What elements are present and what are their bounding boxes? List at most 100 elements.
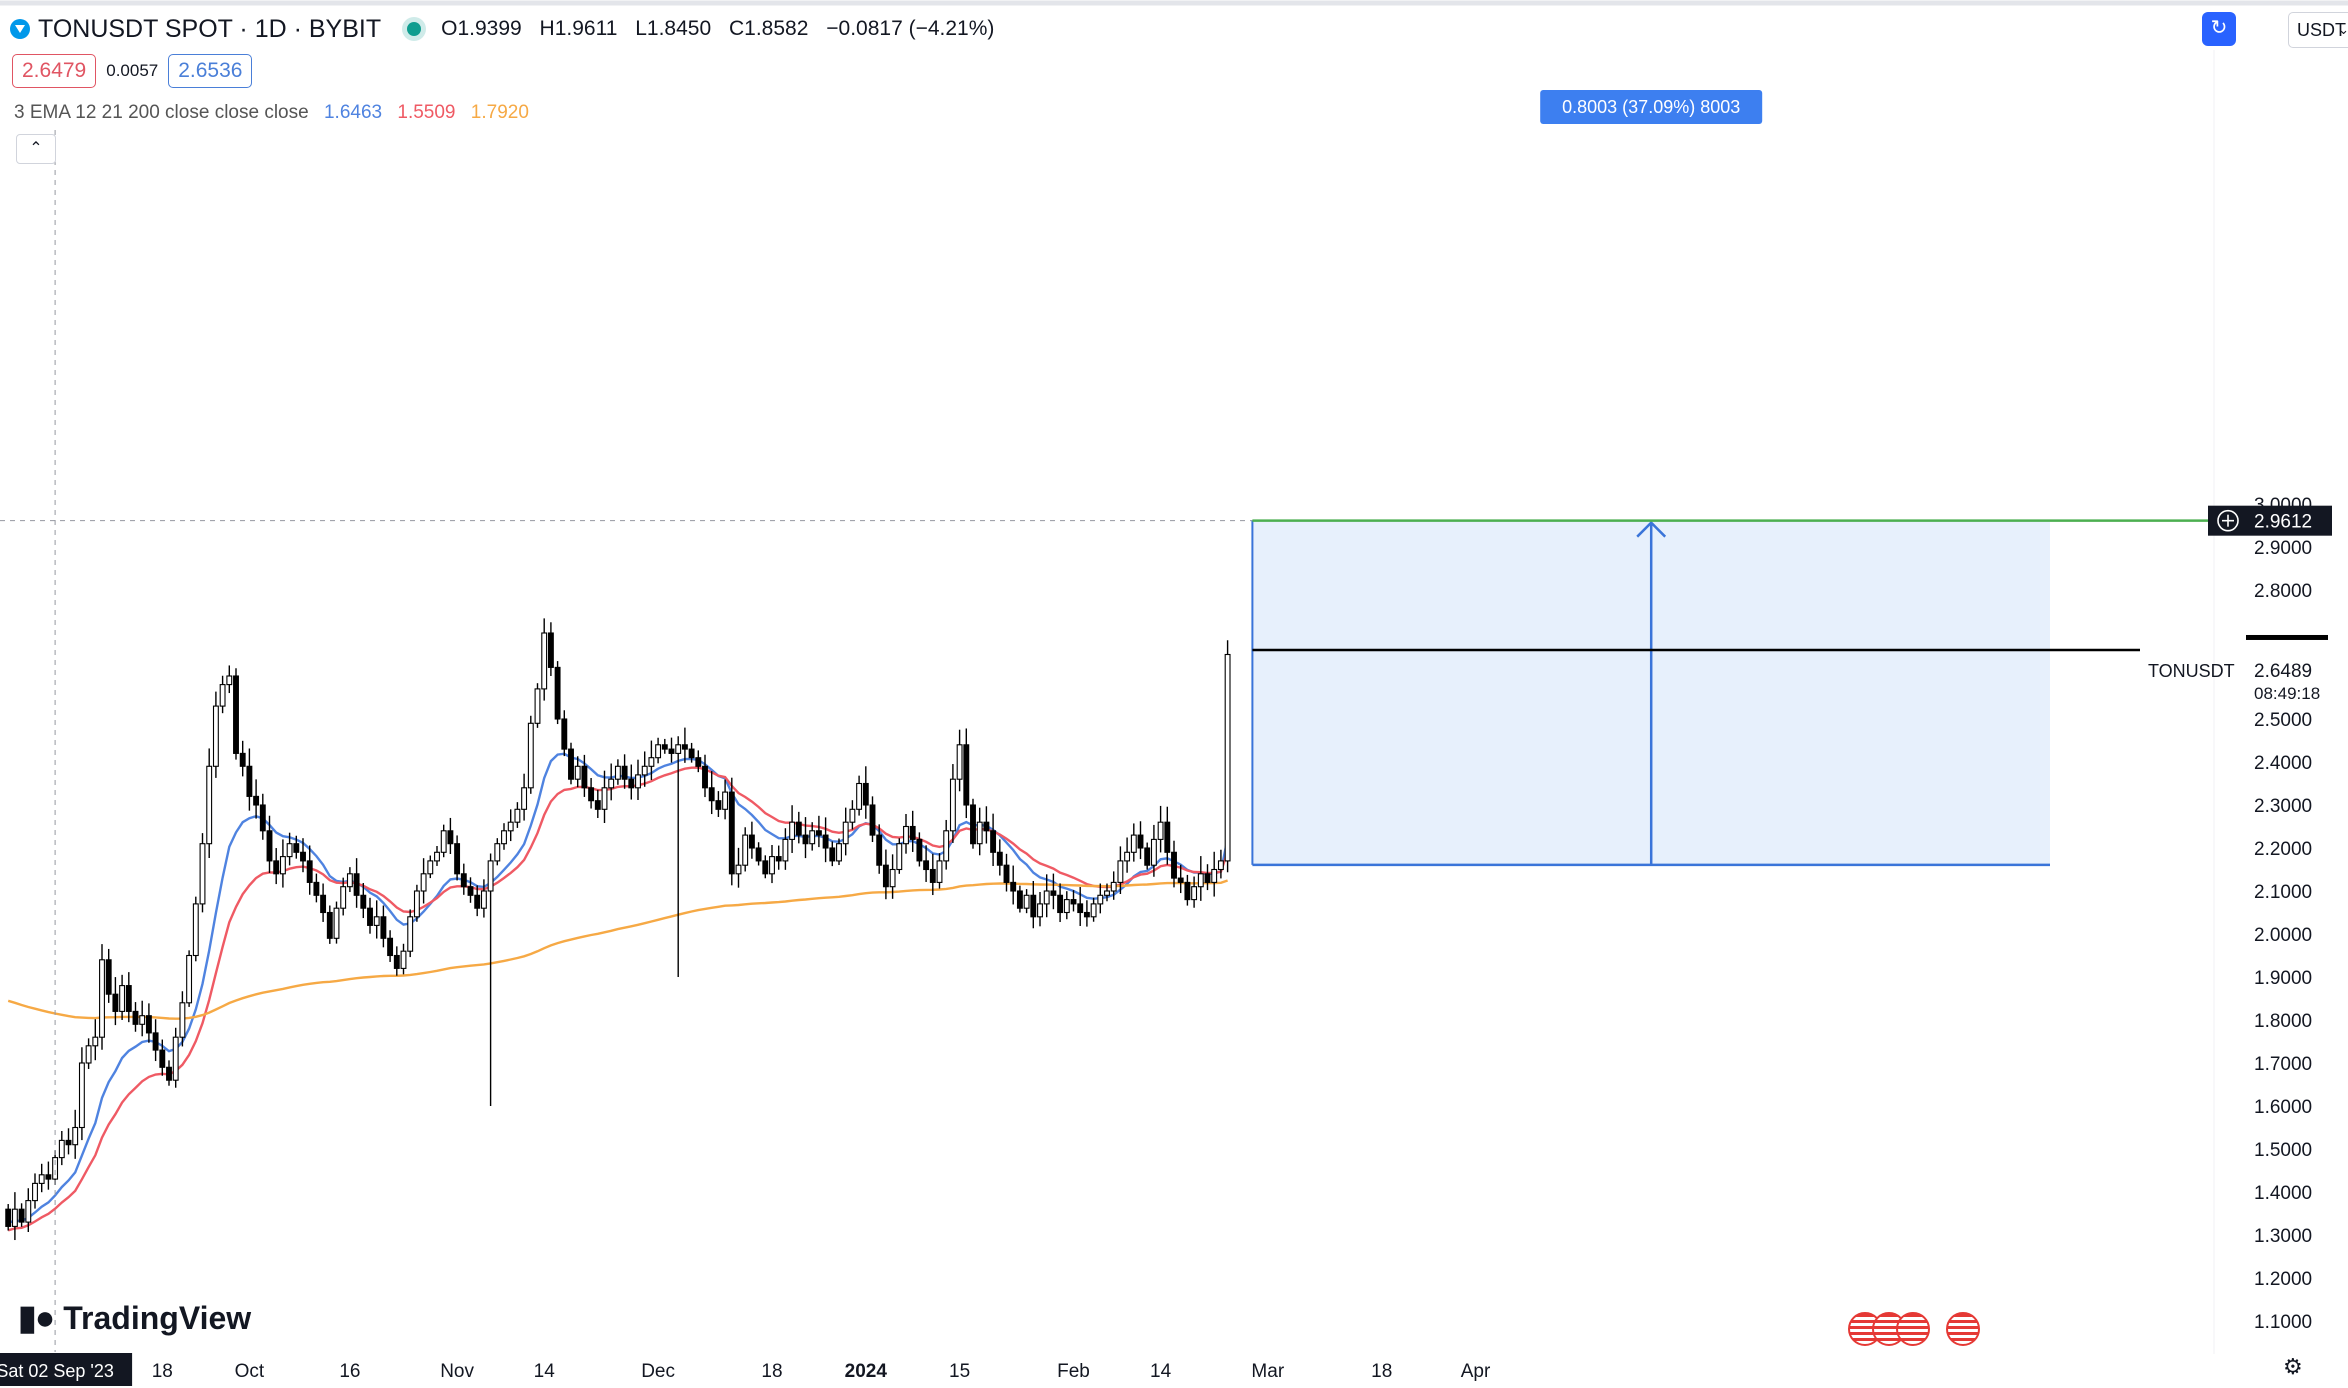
candle[interactable] xyxy=(99,944,105,1050)
candle[interactable] xyxy=(963,728,970,819)
candle[interactable] xyxy=(608,763,615,801)
candle[interactable] xyxy=(306,845,313,895)
candle[interactable] xyxy=(1003,853,1010,892)
candle[interactable] xyxy=(970,798,976,849)
candle[interactable] xyxy=(440,824,447,858)
candle[interactable] xyxy=(1023,889,1030,914)
tradingview-logo[interactable]: ▮● TradingView xyxy=(18,1298,251,1338)
candle[interactable] xyxy=(212,691,219,778)
candle[interactable] xyxy=(1083,900,1090,927)
candle[interactable] xyxy=(829,841,836,867)
candle[interactable] xyxy=(655,737,662,764)
candle[interactable] xyxy=(159,1039,166,1076)
candle[interactable] xyxy=(936,853,943,889)
candle[interactable] xyxy=(11,1192,18,1241)
candle[interactable] xyxy=(279,839,286,888)
candle[interactable] xyxy=(112,977,119,1026)
candle[interactable] xyxy=(139,1000,146,1037)
candle[interactable] xyxy=(782,828,789,870)
gear-icon[interactable]: ⚙ xyxy=(2283,1354,2303,1379)
candle[interactable] xyxy=(990,813,997,867)
symbol-title[interactable]: TONUSDT SPOT · 1D · BYBIT xyxy=(38,14,382,43)
candle[interactable] xyxy=(976,807,983,856)
candle[interactable] xyxy=(594,789,601,819)
buy-button[interactable]: 2.6536 xyxy=(168,54,253,88)
candle[interactable] xyxy=(326,905,333,944)
candle[interactable] xyxy=(561,710,568,757)
collapse-legend-chevron-up-icon[interactable]: ⌃ xyxy=(16,134,56,164)
candle[interactable] xyxy=(320,883,327,922)
candle[interactable] xyxy=(1130,823,1137,862)
candle[interactable] xyxy=(1171,840,1177,888)
candle[interactable] xyxy=(1164,806,1171,865)
candle[interactable] xyxy=(166,1060,172,1086)
candle[interactable] xyxy=(762,855,769,879)
candle[interactable] xyxy=(52,1150,59,1185)
candle[interactable] xyxy=(809,822,816,851)
candle[interactable] xyxy=(1177,864,1184,894)
candle[interactable] xyxy=(58,1130,65,1166)
candle[interactable] xyxy=(1150,824,1157,877)
candle[interactable] xyxy=(675,736,682,977)
candle[interactable] xyxy=(1077,887,1084,927)
candle[interactable] xyxy=(849,800,856,830)
candle[interactable] xyxy=(152,1019,159,1062)
candle[interactable] xyxy=(1030,880,1037,929)
candle[interactable] xyxy=(943,819,950,870)
candle[interactable] xyxy=(186,950,193,1007)
candle[interactable] xyxy=(681,727,688,763)
candle[interactable] xyxy=(460,863,467,895)
candle[interactable] xyxy=(413,884,420,922)
candle[interactable] xyxy=(219,675,226,714)
candle[interactable] xyxy=(400,943,407,975)
candle[interactable] xyxy=(876,824,883,874)
candle[interactable] xyxy=(1124,837,1131,873)
candle[interactable] xyxy=(923,845,930,882)
us-flag-icon[interactable] xyxy=(1896,1312,1930,1346)
candle[interactable] xyxy=(233,668,239,760)
candle[interactable] xyxy=(1117,846,1124,895)
candle[interactable] xyxy=(722,779,729,820)
candle[interactable] xyxy=(105,948,112,1003)
candle[interactable] xyxy=(815,815,822,848)
candle[interactable] xyxy=(527,715,534,794)
candle[interactable] xyxy=(882,849,889,900)
candle[interactable] xyxy=(581,754,588,797)
candle[interactable] xyxy=(641,751,648,787)
candle[interactable] xyxy=(695,750,702,773)
candle[interactable] xyxy=(273,848,280,885)
us-flag-icon[interactable] xyxy=(1946,1312,1980,1346)
candle[interactable] xyxy=(474,885,481,917)
candle[interactable] xyxy=(1204,864,1211,891)
candle[interactable] xyxy=(1137,821,1144,860)
candle[interactable] xyxy=(92,1019,99,1061)
candle[interactable] xyxy=(286,832,293,866)
candle[interactable] xyxy=(132,1002,139,1032)
candle[interactable] xyxy=(420,858,427,904)
candle[interactable] xyxy=(333,901,340,944)
candle[interactable] xyxy=(1157,805,1164,853)
candle[interactable] xyxy=(353,858,360,908)
candle[interactable] xyxy=(125,972,132,1023)
candle[interactable] xyxy=(755,842,762,866)
candle[interactable] xyxy=(668,737,675,763)
candle[interactable] xyxy=(38,1163,45,1193)
candle[interactable] xyxy=(346,867,353,893)
candle[interactable] xyxy=(742,827,749,872)
candle[interactable] xyxy=(85,1038,92,1069)
candle[interactable] xyxy=(769,844,775,884)
candle[interactable] xyxy=(192,896,199,962)
candle[interactable] xyxy=(574,756,581,788)
candle[interactable] xyxy=(869,796,876,843)
candle[interactable] xyxy=(929,853,936,896)
candle[interactable] xyxy=(487,853,494,1106)
candle[interactable] xyxy=(266,815,273,873)
candle[interactable] xyxy=(903,814,909,854)
candle[interactable] xyxy=(842,807,849,856)
candle[interactable] xyxy=(1217,849,1224,879)
candle[interactable] xyxy=(45,1161,52,1190)
candle[interactable] xyxy=(246,748,253,811)
candle[interactable] xyxy=(1184,874,1191,906)
candle[interactable] xyxy=(862,766,869,819)
candle[interactable] xyxy=(1043,874,1050,918)
